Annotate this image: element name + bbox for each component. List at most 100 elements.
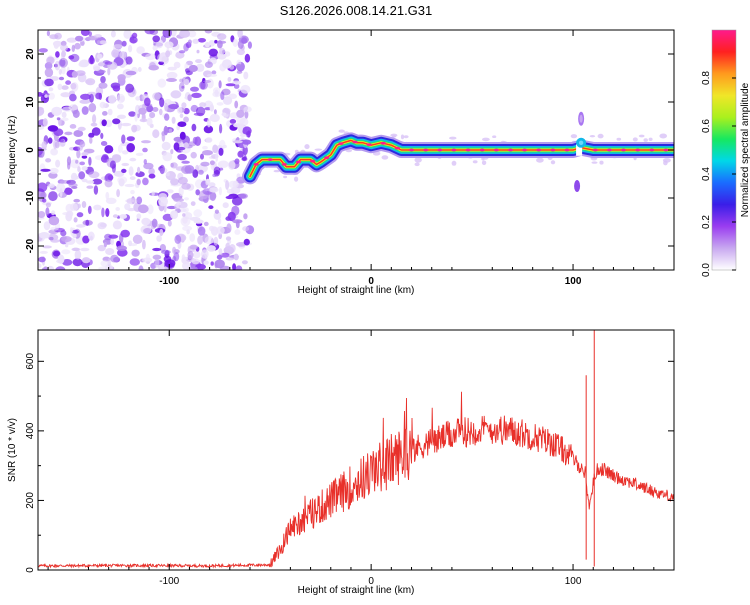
noise-blob	[196, 49, 200, 54]
noise-blob	[75, 159, 79, 164]
noise-blob	[119, 214, 128, 219]
noise-blob	[128, 243, 138, 247]
noise-blob	[179, 30, 191, 38]
noise-blob	[100, 260, 109, 267]
noise-blob	[244, 53, 251, 63]
noise-blob	[58, 69, 62, 75]
noise-blob	[69, 227, 74, 233]
trace-hotspot	[550, 148, 556, 152]
noise-blob	[143, 162, 154, 170]
noise-blob	[72, 258, 83, 267]
faint-noise-blob	[536, 157, 544, 163]
noise-blob	[159, 108, 163, 116]
noise-blob	[243, 71, 249, 80]
y-axis-label: SNR (10 * v/v)	[7, 418, 18, 482]
noise-blob	[124, 203, 131, 211]
trace-hotspot	[606, 148, 613, 152]
faint-noise-blob	[304, 144, 310, 150]
noise-blob	[197, 38, 206, 43]
spectrogram-marks	[38, 30, 674, 270]
noise-blob	[204, 61, 213, 68]
noise-blob	[164, 259, 176, 268]
noise-blob	[76, 224, 86, 228]
noise-blob	[49, 236, 54, 241]
noise-blob	[142, 147, 148, 153]
noise-blob	[89, 137, 93, 144]
noise-blob	[225, 180, 230, 190]
noise-blob	[209, 187, 219, 193]
noise-blob	[38, 48, 48, 53]
noise-blob	[198, 81, 208, 90]
noise-blob	[159, 164, 165, 175]
noise-blob	[128, 166, 134, 176]
noise-blob	[226, 223, 232, 234]
noise-blob	[228, 93, 237, 100]
noise-blob	[112, 220, 122, 230]
noise-blob	[208, 182, 216, 188]
noise-blob	[220, 252, 230, 258]
y-tick-label: 0	[25, 147, 36, 153]
noise-blob	[242, 226, 250, 232]
noise-blob	[238, 193, 248, 200]
noise-blob	[105, 191, 110, 200]
noise-blob	[168, 103, 180, 110]
noise-blob	[97, 69, 106, 74]
noise-blob	[125, 70, 137, 76]
noise-blob	[81, 178, 88, 183]
trace-hotspot	[522, 148, 528, 152]
noise-blob	[177, 153, 187, 161]
noise-blob	[71, 175, 79, 180]
noise-blob	[187, 94, 192, 102]
noise-blob	[215, 152, 219, 162]
noise-blob	[57, 138, 64, 143]
noise-blob	[40, 191, 47, 199]
noise-blob	[209, 160, 215, 166]
noise-blob	[200, 153, 204, 160]
noise-blob	[232, 263, 237, 270]
noise-blob	[79, 99, 91, 104]
noise-blob	[214, 259, 225, 269]
noise-blob	[205, 178, 210, 186]
snr-panel: -100 0 100 0 200 400 600 Height of straight lin…	[7, 329, 675, 596]
noise-blob	[126, 143, 135, 153]
noise-blob	[236, 109, 245, 118]
noise-blob	[187, 250, 194, 260]
faint-noise-blob	[449, 136, 457, 140]
noise-blob	[242, 139, 252, 145]
noise-blob	[203, 125, 214, 134]
noise-blob	[195, 63, 205, 72]
noise-blob	[88, 156, 92, 166]
noise-blob	[136, 213, 142, 219]
colorbar-tick-label: 0.6	[701, 119, 712, 133]
trace-hotspot	[423, 148, 429, 152]
noise-blob	[152, 254, 162, 260]
noise-blob	[128, 44, 133, 53]
y-tick-label: 600	[25, 353, 36, 370]
noise-blob	[213, 166, 221, 175]
noise-blob	[143, 228, 152, 234]
noise-blob	[181, 254, 186, 261]
noise-blob	[129, 36, 138, 44]
noise-blob	[40, 168, 51, 172]
noise-blob	[99, 101, 107, 109]
noise-blob	[76, 149, 81, 159]
y-axis-label: Frequency (Hz)	[7, 116, 18, 185]
noise-blob	[176, 201, 182, 206]
faint-noise-blob	[597, 133, 604, 139]
noise-blob	[236, 242, 247, 247]
noise-blob	[188, 64, 198, 73]
noise-blob	[121, 40, 127, 47]
noise-blob	[44, 94, 48, 98]
figure-title: S126.2026.008.14.21.G31	[280, 3, 433, 18]
noise-blob	[156, 235, 162, 242]
noise-blob	[217, 218, 222, 225]
noise-blob	[86, 185, 94, 189]
noise-blob	[100, 76, 106, 84]
noise-blob	[201, 249, 209, 259]
noise-blob	[61, 117, 69, 122]
noise-blob	[182, 213, 186, 217]
noise-blob	[78, 171, 86, 180]
noise-blob	[144, 97, 151, 107]
noise-blob	[152, 107, 159, 112]
